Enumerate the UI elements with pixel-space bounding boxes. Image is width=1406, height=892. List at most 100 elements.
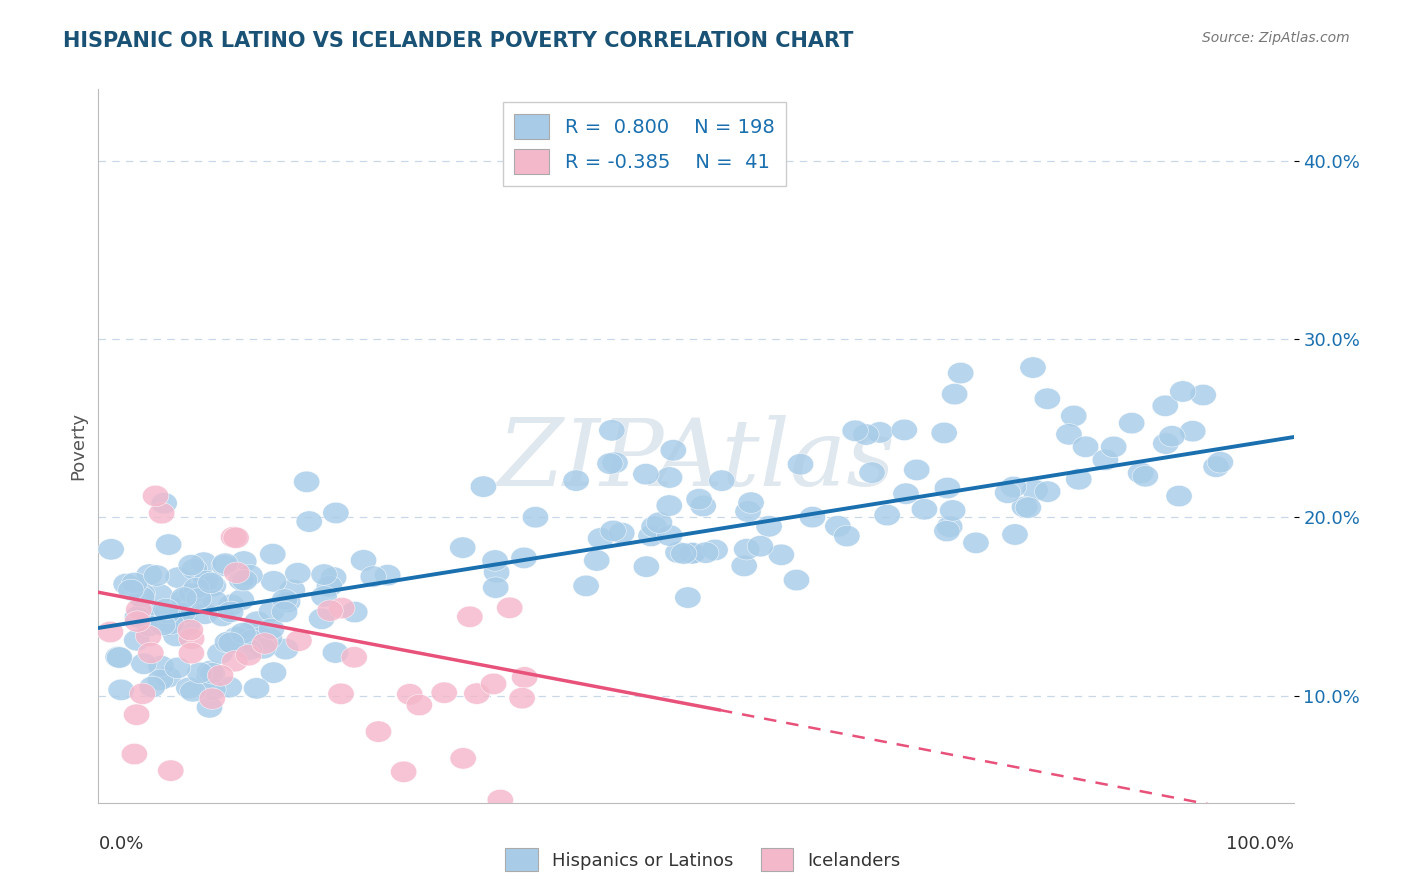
- Ellipse shape: [135, 625, 162, 647]
- Ellipse shape: [200, 688, 225, 709]
- Ellipse shape: [904, 459, 929, 481]
- Ellipse shape: [374, 565, 401, 586]
- Ellipse shape: [191, 552, 217, 574]
- Ellipse shape: [252, 632, 278, 654]
- Ellipse shape: [963, 533, 988, 554]
- Ellipse shape: [148, 669, 173, 690]
- Ellipse shape: [149, 615, 176, 636]
- Ellipse shape: [218, 632, 245, 654]
- Ellipse shape: [783, 569, 810, 591]
- Ellipse shape: [510, 547, 537, 568]
- Ellipse shape: [218, 594, 245, 615]
- Ellipse shape: [1015, 497, 1042, 518]
- Ellipse shape: [1073, 436, 1098, 458]
- Ellipse shape: [138, 642, 165, 664]
- Ellipse shape: [1180, 420, 1206, 442]
- Ellipse shape: [187, 662, 212, 683]
- Ellipse shape: [686, 489, 713, 510]
- Ellipse shape: [174, 615, 200, 637]
- Ellipse shape: [690, 495, 716, 516]
- Ellipse shape: [316, 600, 343, 622]
- Ellipse shape: [1153, 433, 1180, 454]
- Ellipse shape: [512, 666, 537, 688]
- Ellipse shape: [212, 553, 238, 574]
- Ellipse shape: [939, 500, 966, 521]
- Ellipse shape: [342, 601, 368, 623]
- Ellipse shape: [247, 627, 274, 648]
- Ellipse shape: [157, 613, 184, 634]
- Ellipse shape: [396, 683, 423, 705]
- Ellipse shape: [1101, 436, 1126, 458]
- Ellipse shape: [231, 623, 256, 644]
- Ellipse shape: [274, 591, 301, 613]
- Ellipse shape: [136, 564, 163, 585]
- Ellipse shape: [176, 677, 202, 698]
- Ellipse shape: [146, 584, 173, 606]
- Ellipse shape: [1060, 405, 1087, 426]
- Ellipse shape: [1066, 468, 1092, 490]
- Ellipse shape: [496, 597, 523, 618]
- Ellipse shape: [747, 535, 773, 557]
- Ellipse shape: [136, 615, 163, 637]
- Ellipse shape: [172, 589, 197, 610]
- Ellipse shape: [350, 549, 377, 571]
- Ellipse shape: [432, 682, 457, 704]
- Ellipse shape: [297, 511, 322, 533]
- Ellipse shape: [588, 528, 614, 549]
- Ellipse shape: [211, 555, 238, 576]
- Ellipse shape: [243, 678, 270, 699]
- Ellipse shape: [209, 605, 235, 626]
- Ellipse shape: [218, 601, 243, 623]
- Ellipse shape: [121, 743, 148, 764]
- Ellipse shape: [1019, 357, 1046, 378]
- Ellipse shape: [132, 599, 157, 620]
- Ellipse shape: [124, 607, 150, 628]
- Ellipse shape: [936, 516, 963, 537]
- Ellipse shape: [124, 630, 150, 651]
- Ellipse shape: [522, 507, 548, 528]
- Ellipse shape: [675, 587, 702, 608]
- Ellipse shape: [734, 539, 759, 560]
- Text: Source: ZipAtlas.com: Source: ZipAtlas.com: [1202, 31, 1350, 45]
- Ellipse shape: [232, 569, 257, 591]
- Ellipse shape: [259, 600, 284, 622]
- Ellipse shape: [183, 577, 209, 599]
- Ellipse shape: [131, 653, 157, 674]
- Ellipse shape: [193, 570, 219, 591]
- Ellipse shape: [756, 516, 782, 537]
- Ellipse shape: [702, 540, 728, 561]
- Ellipse shape: [891, 419, 918, 441]
- Ellipse shape: [191, 603, 218, 624]
- Ellipse shape: [112, 574, 139, 595]
- Ellipse shape: [633, 464, 659, 485]
- Ellipse shape: [180, 681, 207, 702]
- Ellipse shape: [129, 582, 156, 604]
- Ellipse shape: [609, 523, 636, 544]
- Ellipse shape: [470, 476, 496, 498]
- Ellipse shape: [105, 647, 131, 668]
- Text: 100.0%: 100.0%: [1226, 835, 1294, 853]
- Ellipse shape: [236, 639, 263, 660]
- Ellipse shape: [308, 608, 335, 630]
- Ellipse shape: [124, 611, 150, 632]
- Ellipse shape: [866, 422, 893, 443]
- Ellipse shape: [323, 502, 349, 524]
- Ellipse shape: [173, 593, 200, 615]
- Ellipse shape: [118, 579, 143, 600]
- Ellipse shape: [224, 626, 250, 648]
- Ellipse shape: [1204, 456, 1229, 477]
- Ellipse shape: [679, 542, 706, 564]
- Ellipse shape: [214, 632, 240, 653]
- Ellipse shape: [1011, 496, 1038, 517]
- Ellipse shape: [166, 812, 193, 833]
- Ellipse shape: [202, 591, 228, 612]
- Ellipse shape: [260, 571, 287, 592]
- Ellipse shape: [342, 647, 367, 668]
- Ellipse shape: [360, 566, 387, 587]
- Ellipse shape: [671, 543, 697, 565]
- Ellipse shape: [170, 602, 195, 624]
- Ellipse shape: [239, 630, 264, 651]
- Legend: Hispanics or Latinos, Icelanders: Hispanics or Latinos, Icelanders: [498, 841, 908, 879]
- Ellipse shape: [256, 628, 283, 649]
- Ellipse shape: [657, 467, 683, 488]
